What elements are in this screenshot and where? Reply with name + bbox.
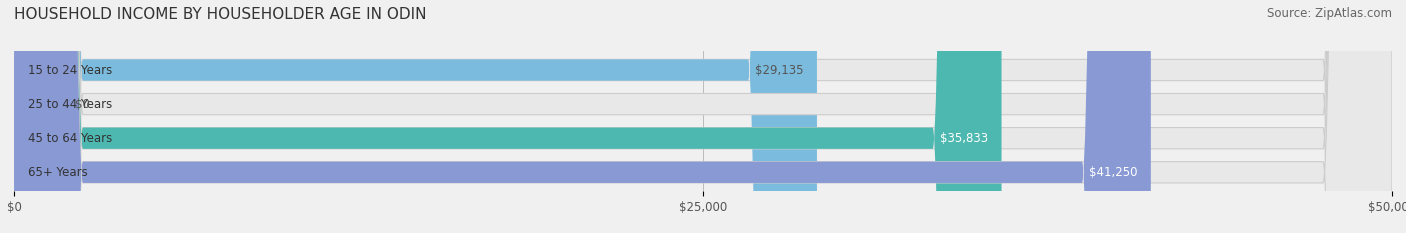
FancyBboxPatch shape — [14, 0, 1392, 233]
Text: $41,250: $41,250 — [1088, 166, 1137, 179]
Text: $0: $0 — [75, 98, 90, 111]
Text: $29,135: $29,135 — [755, 64, 803, 76]
Text: $35,833: $35,833 — [939, 132, 988, 145]
Text: 65+ Years: 65+ Years — [28, 166, 87, 179]
Text: Source: ZipAtlas.com: Source: ZipAtlas.com — [1267, 7, 1392, 20]
Text: 45 to 64 Years: 45 to 64 Years — [28, 132, 112, 145]
FancyBboxPatch shape — [14, 0, 1392, 233]
Text: 15 to 24 Years: 15 to 24 Years — [28, 64, 112, 76]
FancyBboxPatch shape — [14, 0, 1392, 233]
FancyBboxPatch shape — [14, 0, 817, 233]
FancyBboxPatch shape — [14, 0, 1392, 233]
Text: HOUSEHOLD INCOME BY HOUSEHOLDER AGE IN ODIN: HOUSEHOLD INCOME BY HOUSEHOLDER AGE IN O… — [14, 7, 426, 22]
FancyBboxPatch shape — [14, 0, 1001, 233]
Text: 25 to 44 Years: 25 to 44 Years — [28, 98, 112, 111]
FancyBboxPatch shape — [14, 0, 1152, 233]
FancyBboxPatch shape — [14, 0, 69, 233]
